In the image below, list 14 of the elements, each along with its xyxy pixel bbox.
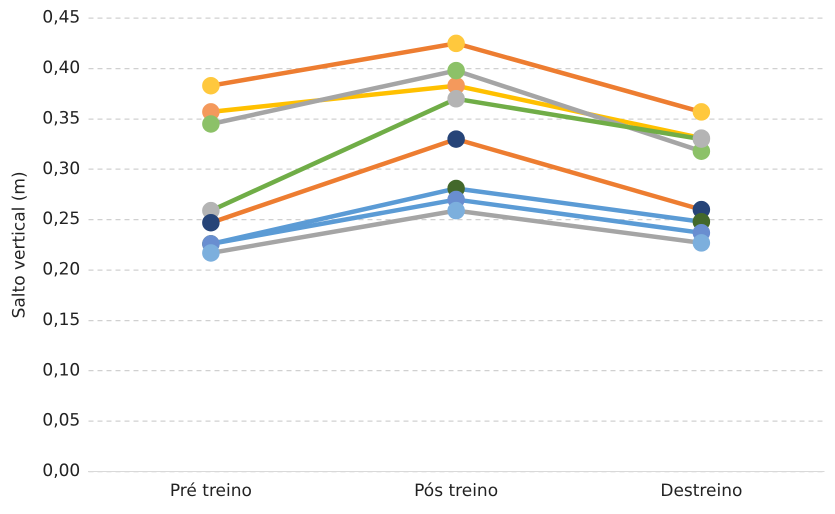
y-tick-label: 0,25 — [42, 209, 80, 230]
y-tick-label: 0,40 — [42, 58, 80, 78]
x-tick-label: Destreino — [660, 481, 742, 502]
y-tick-label: 0,30 — [42, 158, 80, 179]
y-tick-label: 0,35 — [42, 108, 80, 128]
x-tick-label: Pré treino — [170, 481, 252, 502]
y-tick-label: 0,20 — [42, 260, 80, 280]
y-tick-label: 0,15 — [42, 310, 80, 330]
y-tick-label: 0,10 — [42, 360, 80, 380]
y-tick-label: 0,45 — [42, 8, 80, 28]
y-axis-title: Salto vertical (m) — [10, 171, 30, 318]
y-tick-label: 0,05 — [42, 410, 80, 431]
y-tick-label: 0,00 — [42, 461, 80, 482]
x-tick-label: Pós treino — [414, 481, 498, 502]
